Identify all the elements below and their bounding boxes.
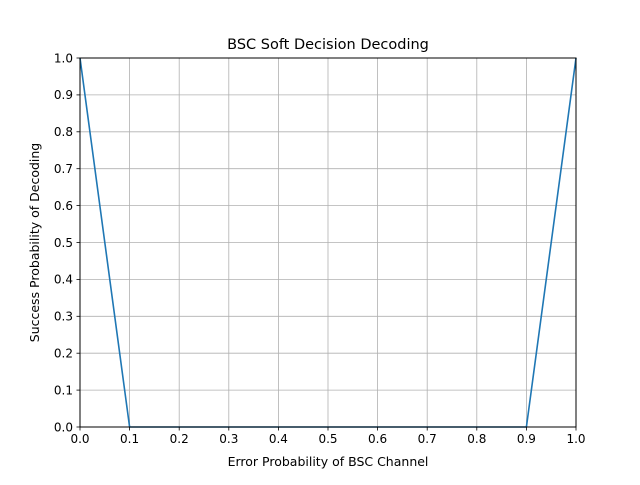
y-axis-label: Success Probability of Decoding — [27, 143, 42, 342]
x-tick-label: 0.2 — [170, 432, 189, 446]
y-tick-label: 0.2 — [54, 347, 73, 361]
x-tick-label: 0.9 — [517, 432, 536, 446]
y-tick-label: 0.3 — [54, 310, 73, 324]
x-axis-label: Error Probability of BSC Channel — [228, 454, 429, 469]
y-tick-label: 0.4 — [54, 273, 73, 287]
y-tick-label: 0.5 — [54, 236, 73, 250]
y-tick-label: 0.1 — [54, 383, 73, 397]
x-axis-ticks: 0.0 0.1 0.2 0.3 0.4 0.5 0.6 0.7 0.8 0.9 1.0 — [70, 427, 586, 446]
y-tick-label: 0.6 — [54, 199, 73, 213]
y-tick-label: 0.9 — [54, 88, 73, 102]
x-tick-label: 0.1 — [120, 432, 139, 446]
x-tick-label: 0.8 — [467, 432, 486, 446]
x-tick-label: 0.0 — [70, 432, 89, 446]
chart-title: BSC Soft Decision Decoding — [227, 37, 429, 53]
x-tick-label: 1.0 — [566, 432, 585, 446]
y-tick-label: 0.0 — [54, 420, 73, 434]
x-tick-label: 0.4 — [269, 432, 288, 446]
y-axis-ticks: 0.0 0.1 0.2 0.3 0.4 0.5 0.6 0.7 0.8 0.9 1.0 — [54, 51, 80, 434]
x-tick-label: 0.3 — [219, 432, 238, 446]
x-tick-label: 0.7 — [418, 432, 437, 446]
x-tick-label: 0.5 — [318, 432, 337, 446]
y-tick-label: 1.0 — [54, 51, 73, 65]
x-tick-label: 0.6 — [368, 432, 387, 446]
y-tick-label: 0.7 — [54, 162, 73, 176]
y-tick-label: 0.8 — [54, 125, 73, 139]
